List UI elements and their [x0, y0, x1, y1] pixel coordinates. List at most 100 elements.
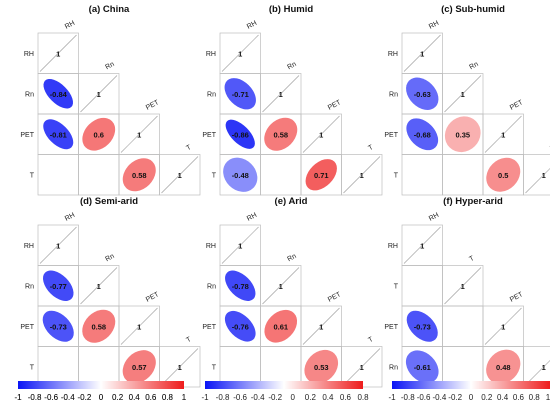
grid-cell [341, 154, 383, 196]
value-label: 1 [279, 282, 283, 291]
colorbar-tick-label: 0.6 [145, 393, 157, 402]
column-label: RH [246, 20, 258, 31]
panel-title: (e) Arid [275, 196, 308, 207]
value-label: 0.57 [132, 363, 147, 372]
value-label: 1 [238, 49, 242, 58]
correlation-ellipse [486, 157, 521, 192]
diagonal-line [221, 34, 259, 72]
column-label: T [185, 336, 193, 345]
colorbar-tick-label: -0.8 [401, 393, 415, 402]
correlation-ellipse [82, 309, 116, 343]
diagonal-line [80, 75, 118, 113]
colorbar-tick-label: -0.6 [44, 393, 58, 402]
value-label: 1 [501, 130, 505, 139]
column-label: T [185, 144, 193, 153]
colorbar-tick-label: 0.4 [129, 393, 141, 402]
column-label: Rn [286, 253, 297, 263]
panel-4: (d) Semi-arid RH 1 RH Rn -0.77 1 Rn PET -0.73 0.58… [20, 196, 201, 388]
correlation-ellipse [43, 78, 74, 109]
colorbar-tick-label: -0.2 [78, 393, 92, 402]
correlation-ellipse [43, 119, 74, 150]
colorbar-tick-label: -0.2 [268, 393, 282, 402]
value-label: -0.48 [232, 171, 249, 180]
correlation-ellipse [264, 309, 298, 343]
colorbar-tick-label: -0.8 [216, 393, 230, 402]
diagonal-line [80, 267, 118, 305]
grid-cell [78, 154, 120, 196]
correlation-ellipse [305, 159, 337, 191]
diagonal-line [484, 115, 522, 153]
value-label: 0.53 [314, 363, 329, 372]
colorbar-tick-label: 1 [182, 393, 187, 402]
colorbar-tick-label: -0.4 [251, 393, 265, 402]
row-label: T [212, 172, 217, 179]
row-label: PET [384, 132, 398, 139]
value-label: 0.48 [496, 363, 511, 372]
colorbar-tick-label: 0.2 [112, 393, 124, 402]
value-label: -0.71 [232, 90, 249, 99]
value-label: 1 [360, 171, 364, 180]
colorbar-tick-label: 0.8 [529, 393, 541, 402]
value-label: 1 [279, 90, 283, 99]
colorbar-tick-label: 1 [182, 393, 187, 402]
diagonal-line [39, 226, 77, 264]
column-label: T [468, 255, 476, 264]
value-label: 1 [461, 282, 465, 291]
colorbar-tick-label: 1 [546, 393, 550, 402]
diagonal-line [444, 75, 482, 113]
panel-title: (c) Sub-humid [441, 4, 505, 15]
column-label: RH [64, 20, 76, 31]
grid-cell [442, 346, 484, 388]
colorbar-tick-label: 0 [99, 393, 104, 402]
colorbar-tick-label: -0.4 [61, 393, 75, 402]
value-label: -0.73 [414, 322, 431, 331]
column-label: RH [428, 20, 440, 31]
row-label: Rn [207, 91, 216, 98]
grid-cell [523, 346, 550, 388]
colorbar-gradient [392, 381, 550, 389]
value-label: 1 [360, 363, 364, 372]
column-label: PET [509, 291, 525, 304]
diagonal-line [120, 307, 158, 345]
grid-cell [37, 154, 79, 196]
colorbar-tick-label: -1 [14, 393, 22, 402]
diagonal-line [39, 34, 77, 72]
row-label: RH [206, 51, 216, 58]
colorbar-gradient [18, 381, 184, 389]
value-label: -0.78 [232, 282, 249, 291]
value-label: 0.6 [94, 130, 104, 139]
correlation-ellipse [42, 270, 74, 302]
correlation-ellipse [82, 117, 116, 151]
correlation-ellipse [225, 119, 255, 149]
panel-title: (a) China [89, 4, 130, 15]
correlation-ellipse [224, 78, 256, 110]
diagonal-line [262, 267, 300, 305]
column-label: PET [145, 291, 161, 304]
column-label: Rn [286, 61, 297, 71]
value-label: 0.5 [498, 171, 508, 180]
diagonal-line [343, 156, 381, 194]
correlation-ellipse [444, 116, 481, 153]
value-label: 0.71 [314, 171, 329, 180]
value-label: 1 [501, 322, 505, 331]
colorbar-tick-label: -1 [388, 393, 396, 402]
diagonal-line [525, 168, 550, 194]
value-label: -0.68 [414, 130, 431, 139]
colorbar-tick-label: 0.6 [340, 393, 352, 402]
grid-cell [219, 346, 261, 388]
row-label: T [30, 364, 35, 371]
value-label: 1 [56, 241, 60, 250]
colorbar-2: -1 -0.8 -0.6 -0.4 -0.2 0 0.2 0.4 0.6 0.8 1 [14, 381, 187, 402]
value-label: 1 [178, 363, 182, 372]
column-label: Rn [104, 61, 115, 71]
colorbar-tick-label: -1 [201, 393, 209, 402]
colorbar-tick-label: 0 [291, 393, 296, 402]
row-label: Rn [25, 283, 34, 290]
grid-cell [260, 154, 302, 196]
grid-cell [159, 154, 201, 196]
value-label: 1 [97, 90, 101, 99]
value-label: -0.63 [414, 90, 431, 99]
correlation-ellipse [122, 350, 156, 384]
value-label: 1 [137, 130, 141, 139]
colorbar-tick-label: -0.4 [61, 393, 75, 402]
